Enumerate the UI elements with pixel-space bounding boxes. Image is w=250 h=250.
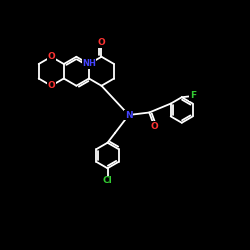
- Text: O: O: [47, 52, 55, 61]
- Text: Cl: Cl: [103, 176, 113, 185]
- Text: N: N: [125, 110, 132, 120]
- Text: F: F: [190, 92, 196, 100]
- Text: O: O: [47, 81, 55, 90]
- Text: O: O: [150, 122, 158, 131]
- Text: NH: NH: [82, 60, 96, 68]
- Text: O: O: [98, 38, 105, 48]
